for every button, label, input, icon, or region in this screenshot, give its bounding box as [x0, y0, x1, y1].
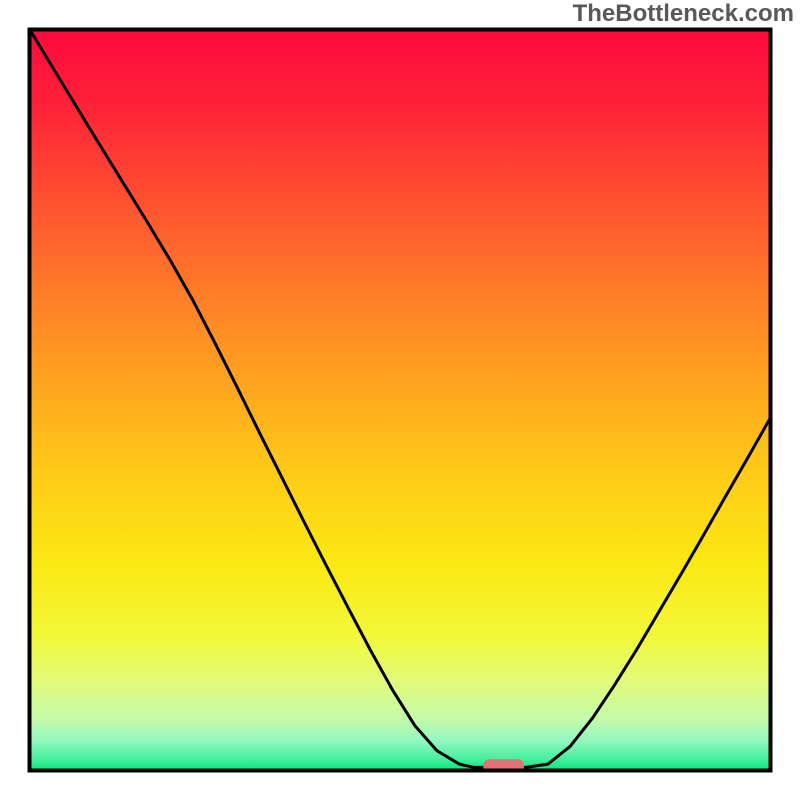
- chart-background: [30, 30, 770, 770]
- bottleneck-chart: [0, 0, 800, 800]
- chart-container: TheBottleneck.com: [0, 0, 800, 800]
- optimal-point-marker: [483, 759, 524, 775]
